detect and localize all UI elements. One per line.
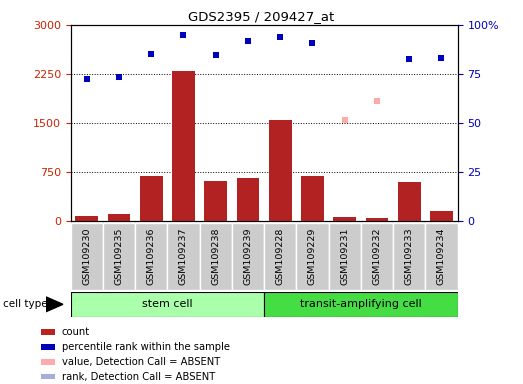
Text: GSM109239: GSM109239 <box>244 227 253 285</box>
Bar <box>297 223 328 290</box>
Bar <box>269 120 291 221</box>
Bar <box>232 223 264 290</box>
Bar <box>398 182 420 221</box>
Bar <box>328 223 361 290</box>
Bar <box>172 71 195 221</box>
Bar <box>103 223 135 290</box>
Polygon shape <box>46 297 63 312</box>
Bar <box>200 223 232 290</box>
Bar <box>264 223 297 290</box>
Bar <box>41 344 55 350</box>
Bar <box>167 223 200 290</box>
Text: GSM109232: GSM109232 <box>372 227 381 285</box>
Bar <box>41 359 55 364</box>
Bar <box>301 176 324 221</box>
Text: GSM109229: GSM109229 <box>308 227 317 285</box>
Text: GSM109237: GSM109237 <box>179 227 188 285</box>
Text: count: count <box>62 327 90 337</box>
Text: GSM109236: GSM109236 <box>147 227 156 285</box>
Bar <box>237 178 259 221</box>
Bar <box>334 217 356 221</box>
Bar <box>361 223 393 290</box>
Bar <box>41 374 55 379</box>
Text: value, Detection Call = ABSENT: value, Detection Call = ABSENT <box>62 357 220 367</box>
Text: percentile rank within the sample: percentile rank within the sample <box>62 342 230 352</box>
Bar <box>108 214 130 221</box>
Text: GSM109228: GSM109228 <box>276 227 285 285</box>
Text: cell type: cell type <box>3 299 47 310</box>
Text: GSM109234: GSM109234 <box>437 227 446 285</box>
Bar <box>366 218 388 221</box>
Text: stem cell: stem cell <box>142 299 192 310</box>
Bar <box>140 176 163 221</box>
Text: rank, Detection Call = ABSENT: rank, Detection Call = ABSENT <box>62 372 215 382</box>
Bar <box>71 292 264 317</box>
Bar <box>393 223 425 290</box>
Bar <box>430 211 453 221</box>
Text: GDS2395 / 209427_at: GDS2395 / 209427_at <box>188 10 335 23</box>
Bar <box>41 329 55 335</box>
Text: GSM109231: GSM109231 <box>340 227 349 285</box>
Bar <box>204 181 227 221</box>
Text: GSM109238: GSM109238 <box>211 227 220 285</box>
Bar <box>135 223 167 290</box>
Bar <box>71 223 103 290</box>
Text: GSM109235: GSM109235 <box>115 227 123 285</box>
Text: GSM109233: GSM109233 <box>405 227 414 285</box>
Text: transit-amplifying cell: transit-amplifying cell <box>300 299 422 310</box>
Bar <box>264 292 458 317</box>
Bar <box>75 216 98 221</box>
Bar <box>425 223 458 290</box>
Text: GSM109230: GSM109230 <box>82 227 91 285</box>
